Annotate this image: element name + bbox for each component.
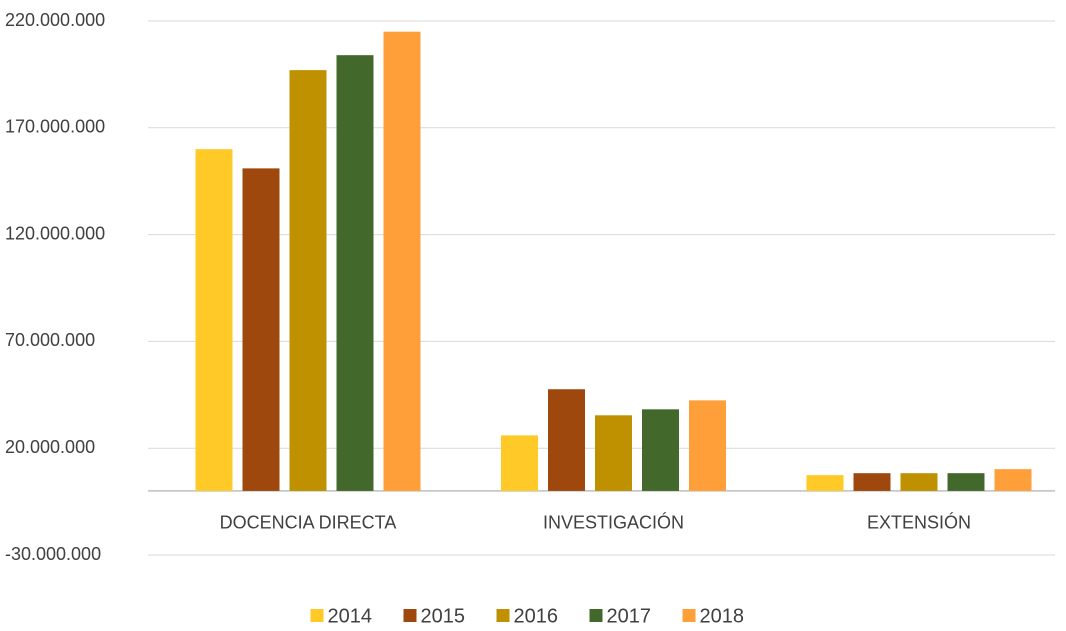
legend-swatch <box>310 609 324 622</box>
legend-label: 2015 <box>421 605 466 627</box>
bar <box>595 415 632 491</box>
bar <box>900 473 938 491</box>
bar <box>336 55 374 491</box>
bar <box>501 435 538 491</box>
y-tick-label: 220.000.000 <box>5 10 105 30</box>
bar <box>947 473 985 491</box>
x-tick-label: INVESTIGACIÓN <box>543 512 684 533</box>
x-tick-label: EXTENSIÓN <box>867 512 971 533</box>
x-tick-label: DOCENCIA DIRECTA <box>220 513 397 533</box>
y-tick-label: 170.000.000 <box>5 117 105 137</box>
legend-label: 2014 <box>328 605 373 627</box>
bar <box>689 400 726 491</box>
legend-swatch <box>403 609 417 622</box>
bar <box>242 168 280 491</box>
y-tick-label: -30.000.000 <box>5 544 101 564</box>
legend-swatch <box>589 609 603 622</box>
legend-swatch <box>682 609 696 622</box>
legend-label: 2016 <box>514 605 559 627</box>
legend-swatch <box>496 609 510 622</box>
bar <box>548 389 585 491</box>
legend-label: 2017 <box>607 605 652 627</box>
y-tick-label: 70.000.000 <box>5 330 95 350</box>
legend-label: 2018 <box>700 605 745 627</box>
bar <box>806 475 844 491</box>
bar <box>195 149 233 491</box>
bar <box>642 409 679 491</box>
y-tick-label: 20.000.000 <box>5 437 95 457</box>
bar <box>383 31 421 491</box>
bar <box>994 469 1032 491</box>
bar <box>853 473 891 491</box>
y-tick-label: 120.000.000 <box>5 223 105 243</box>
bar <box>289 70 327 491</box>
